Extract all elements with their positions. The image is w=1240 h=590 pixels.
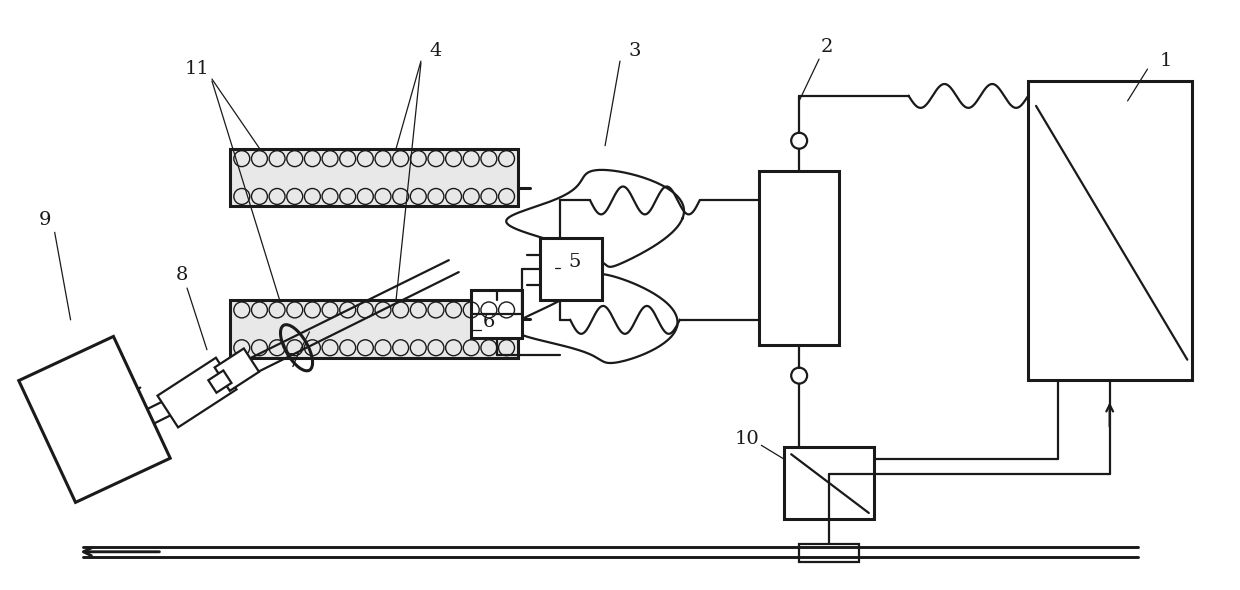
Bar	[541, 238, 603, 300]
Bar	[229, 300, 518, 358]
Polygon shape	[208, 371, 232, 393]
Text: 11: 11	[185, 60, 210, 78]
Polygon shape	[215, 349, 259, 391]
Text: 8: 8	[176, 266, 188, 284]
Bar	[229, 149, 518, 206]
Text: 9: 9	[38, 211, 51, 230]
Bar	[784, 447, 874, 519]
Bar	[471, 290, 522, 338]
Text: 6: 6	[482, 313, 495, 331]
Text: 10: 10	[735, 430, 760, 448]
Bar	[1028, 81, 1193, 379]
Polygon shape	[19, 336, 170, 502]
Bar	[799, 544, 859, 562]
Text: 1: 1	[1159, 52, 1172, 70]
Bar	[759, 171, 839, 345]
Text: 7: 7	[288, 353, 300, 371]
Text: 4: 4	[430, 42, 441, 60]
Text: 2: 2	[821, 38, 833, 56]
Text: 3: 3	[629, 42, 641, 60]
Text: 5: 5	[568, 253, 580, 271]
Polygon shape	[157, 358, 237, 427]
